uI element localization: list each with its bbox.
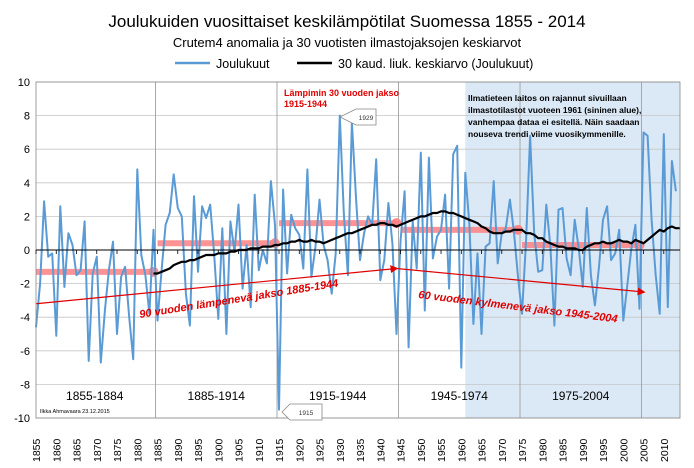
callout-1929-text: 1929 xyxy=(359,115,374,122)
x-tick-label: 1945 xyxy=(396,438,408,462)
x-tick-label: 2005 xyxy=(639,438,651,462)
y-tick-label: -2 xyxy=(20,279,30,291)
x-tick-label: 1935 xyxy=(355,438,367,462)
x-tick-label: 1870 xyxy=(92,438,104,462)
x-tick-label: 1955 xyxy=(436,438,448,462)
x-tick-label: 2000 xyxy=(618,438,630,462)
period-label: 1915-1944 xyxy=(309,389,367,403)
axes xyxy=(35,81,681,419)
warmest-period-years: 1915-1944 xyxy=(284,99,327,109)
x-tick-label: 1975 xyxy=(517,438,529,462)
fmi-note-line-2: ilmastotilastot vuoteen 1961 (sininen al… xyxy=(468,105,641,115)
x-tick-label: 1990 xyxy=(578,438,590,462)
x-tick-label: 1905 xyxy=(234,438,246,462)
series-line-joulukuut xyxy=(35,114,677,411)
x-tick-label: 1920 xyxy=(294,438,306,462)
x-tick-label: 1950 xyxy=(416,438,428,462)
x-tick-label: 1930 xyxy=(335,438,347,462)
y-tick-label: 10 xyxy=(18,77,30,89)
tick-labels: -10 -8 -6 -4 -2 0 2 4 6 8 10 1855 1860 1865 1870 1875 18… xyxy=(14,77,671,462)
y-tick-label: -8 xyxy=(20,379,30,391)
chart-subtitle: Crutem4 anomalia ja 30 vuotisten ilmasto… xyxy=(173,35,522,50)
y-tick-label: -10 xyxy=(14,413,30,425)
author-credit: Ilkka Ahmavaara 23.12.2015 xyxy=(40,409,110,415)
y-tick-label: -6 xyxy=(20,346,30,358)
y-tick-label: 6 xyxy=(24,144,30,156)
trend-arrow xyxy=(35,265,399,305)
y-tick-label: -4 xyxy=(20,312,30,324)
annotations: Lämpimin 30 vuoden jakso 1915-1944 1929 … xyxy=(40,88,641,421)
trend-arrow xyxy=(396,267,646,296)
legend-label-joulukuut: Joulukuut xyxy=(216,57,270,71)
x-tick-label: 1940 xyxy=(375,438,387,462)
x-tick-label: 1925 xyxy=(315,438,327,462)
x-tick-label: 1965 xyxy=(477,438,489,462)
callout-1915-text: 1915 xyxy=(299,410,314,417)
period-label: 1855-1884 xyxy=(66,389,124,403)
y-tick-label: 8 xyxy=(24,111,30,123)
callout-1915: 1915 xyxy=(281,403,323,421)
x-tick-label: 1985 xyxy=(558,438,570,462)
chart-title: Joulukuiden vuosittaiset keskilämpötilat… xyxy=(108,12,585,31)
x-tick-label: 1865 xyxy=(72,438,84,462)
x-tick-label: 1970 xyxy=(497,438,509,462)
x-tick-label: 1980 xyxy=(537,438,549,462)
legend-label-moving-average: 30 kaud. liuk. keskiarvo (Joulukuut) xyxy=(338,57,533,71)
x-tick-label: 1885 xyxy=(153,438,165,462)
x-tick-label: 1960 xyxy=(456,438,468,462)
x-tick-label: 1880 xyxy=(132,438,144,462)
x-tick-label: 1855 xyxy=(31,438,43,462)
fmi-note-line-3: vanhempaa dataa ei esitellä. Näin saadaa… xyxy=(468,117,640,127)
x-tick-label: 1910 xyxy=(254,438,266,462)
x-tick-label: 1995 xyxy=(598,438,610,462)
period-label: 1975-2004 xyxy=(552,389,610,403)
callout-1929: 1929 xyxy=(339,108,377,126)
period-label: 1945-1974 xyxy=(431,389,489,403)
fmi-note-line-4: nouseva trendi viime vuosikymmenille. xyxy=(468,129,626,139)
y-tick-label: 2 xyxy=(24,211,30,223)
x-tick-label: 1915 xyxy=(274,438,286,462)
callout-1929-box xyxy=(339,108,377,126)
period-mean-endpoint xyxy=(148,266,159,277)
x-tick-label: 1875 xyxy=(112,438,124,462)
x-tick-label: 1895 xyxy=(193,438,205,462)
y-tick-label: 0 xyxy=(24,245,30,257)
legend: Joulukuut 30 kaud. liuk. keskiarvo (Joul… xyxy=(175,57,533,71)
fmi-note-line-1: Ilmatieteen laitos on rajannut sivuillaa… xyxy=(468,93,627,103)
callout-1915-box xyxy=(281,403,323,421)
x-tick-label: 1890 xyxy=(173,438,185,462)
x-tick-label: 2010 xyxy=(659,438,671,462)
period-label: 1885-1914 xyxy=(188,389,246,403)
warmest-period-label: Lämpimin 30 vuoden jakso xyxy=(284,88,400,98)
y-tick-label: 4 xyxy=(24,178,30,190)
x-tick-label: 1860 xyxy=(51,438,63,462)
x-tick-label: 1900 xyxy=(213,438,225,462)
